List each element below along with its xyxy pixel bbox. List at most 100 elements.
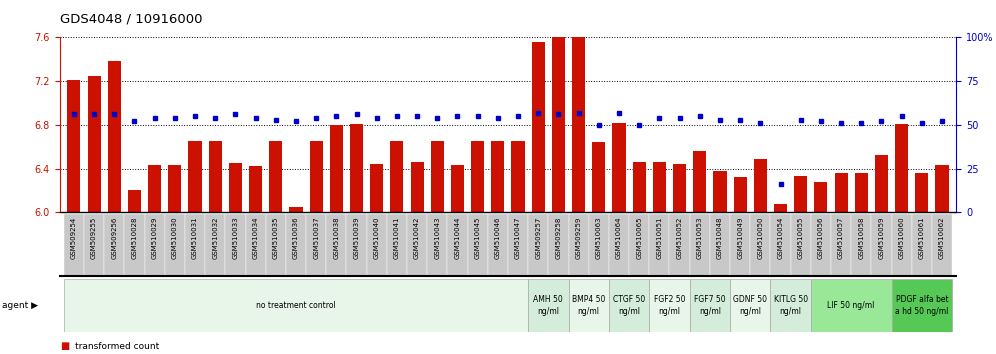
Text: FGF7 50
ng/ml: FGF7 50 ng/ml: [694, 296, 726, 315]
Bar: [852, 214, 872, 276]
Bar: [208, 141, 222, 212]
Bar: [367, 214, 386, 276]
Text: GSM510031: GSM510031: [192, 217, 198, 259]
Text: GSM509259: GSM509259: [576, 217, 582, 259]
Text: GSM510047: GSM510047: [515, 217, 521, 259]
Bar: [269, 141, 282, 212]
Bar: [669, 214, 689, 276]
Bar: [266, 214, 286, 276]
Bar: [649, 214, 669, 276]
Bar: [249, 166, 262, 212]
Bar: [148, 165, 161, 212]
Bar: [532, 41, 545, 212]
Text: GSM510064: GSM510064: [616, 217, 622, 259]
Text: GSM510036: GSM510036: [293, 217, 299, 259]
Bar: [872, 214, 891, 276]
Bar: [609, 279, 649, 332]
Text: GSM509254: GSM509254: [71, 217, 77, 259]
Bar: [229, 163, 242, 212]
Text: GSM510063: GSM510063: [596, 217, 602, 259]
Text: GSM510054: GSM510054: [778, 217, 784, 259]
Bar: [855, 173, 868, 212]
Bar: [713, 171, 726, 212]
Text: GSM510043: GSM510043: [434, 217, 440, 259]
Text: GSM510062: GSM510062: [939, 217, 945, 259]
Bar: [589, 214, 609, 276]
Bar: [407, 214, 427, 276]
Text: GSM510065: GSM510065: [636, 217, 642, 259]
Text: GSM510052: GSM510052: [676, 217, 682, 259]
Bar: [811, 214, 831, 276]
Text: KITLG 50
ng/ml: KITLG 50 ng/ml: [774, 296, 808, 315]
Bar: [105, 214, 124, 276]
Bar: [891, 279, 952, 332]
Bar: [771, 214, 791, 276]
Bar: [649, 279, 689, 332]
Text: GSM510049: GSM510049: [737, 217, 743, 259]
Bar: [225, 214, 245, 276]
Text: GSM510028: GSM510028: [131, 217, 137, 259]
Bar: [108, 61, 121, 212]
Text: GSM510044: GSM510044: [454, 217, 460, 259]
Bar: [935, 165, 948, 212]
Bar: [593, 142, 606, 212]
Bar: [815, 182, 828, 212]
Bar: [652, 162, 666, 212]
Bar: [347, 214, 367, 276]
Bar: [447, 214, 467, 276]
Bar: [350, 124, 364, 212]
Text: GSM510057: GSM510057: [838, 217, 844, 259]
Bar: [144, 214, 164, 276]
Bar: [689, 279, 730, 332]
Bar: [734, 177, 747, 212]
Text: GSM510029: GSM510029: [151, 217, 157, 259]
Text: GSM510056: GSM510056: [818, 217, 824, 259]
Text: GSM510045: GSM510045: [475, 217, 481, 259]
Text: GSM510055: GSM510055: [798, 217, 804, 259]
Bar: [491, 141, 504, 212]
Text: ■: ■: [60, 341, 69, 351]
Bar: [290, 207, 303, 212]
Bar: [330, 125, 343, 212]
Bar: [168, 165, 181, 212]
Bar: [572, 35, 586, 212]
Text: transformed count: transformed count: [75, 342, 159, 351]
Bar: [467, 214, 488, 276]
Text: GSM510037: GSM510037: [313, 217, 319, 259]
Text: GSM510058: GSM510058: [859, 217, 865, 259]
Bar: [386, 214, 407, 276]
Bar: [673, 164, 686, 212]
Bar: [891, 214, 911, 276]
Bar: [774, 204, 787, 212]
Bar: [451, 165, 464, 212]
Bar: [410, 162, 423, 212]
Text: no treatment control: no treatment control: [256, 301, 336, 310]
Bar: [730, 214, 750, 276]
Text: GSM510041: GSM510041: [394, 217, 400, 259]
Bar: [286, 214, 306, 276]
Text: BMP4 50
ng/ml: BMP4 50 ng/ml: [572, 296, 606, 315]
Bar: [835, 173, 848, 212]
Text: GSM510051: GSM510051: [656, 217, 662, 259]
Text: GSM510059: GSM510059: [878, 217, 884, 259]
Bar: [791, 214, 811, 276]
Bar: [390, 141, 403, 212]
Bar: [874, 155, 888, 212]
Text: GSM510048: GSM510048: [717, 217, 723, 259]
Bar: [552, 37, 565, 212]
Bar: [164, 214, 185, 276]
Text: GSM510039: GSM510039: [354, 217, 360, 259]
Bar: [430, 141, 444, 212]
Text: GSM509258: GSM509258: [556, 217, 562, 259]
Text: GSM510040: GSM510040: [374, 217, 379, 259]
Bar: [710, 214, 730, 276]
Bar: [831, 214, 852, 276]
Text: GSM510032: GSM510032: [212, 217, 218, 259]
Bar: [371, 164, 383, 212]
Text: GSM510033: GSM510033: [232, 217, 238, 259]
Bar: [730, 279, 771, 332]
Bar: [569, 279, 609, 332]
Text: GSM510060: GSM510060: [898, 217, 904, 259]
Bar: [245, 214, 266, 276]
Bar: [471, 141, 484, 212]
